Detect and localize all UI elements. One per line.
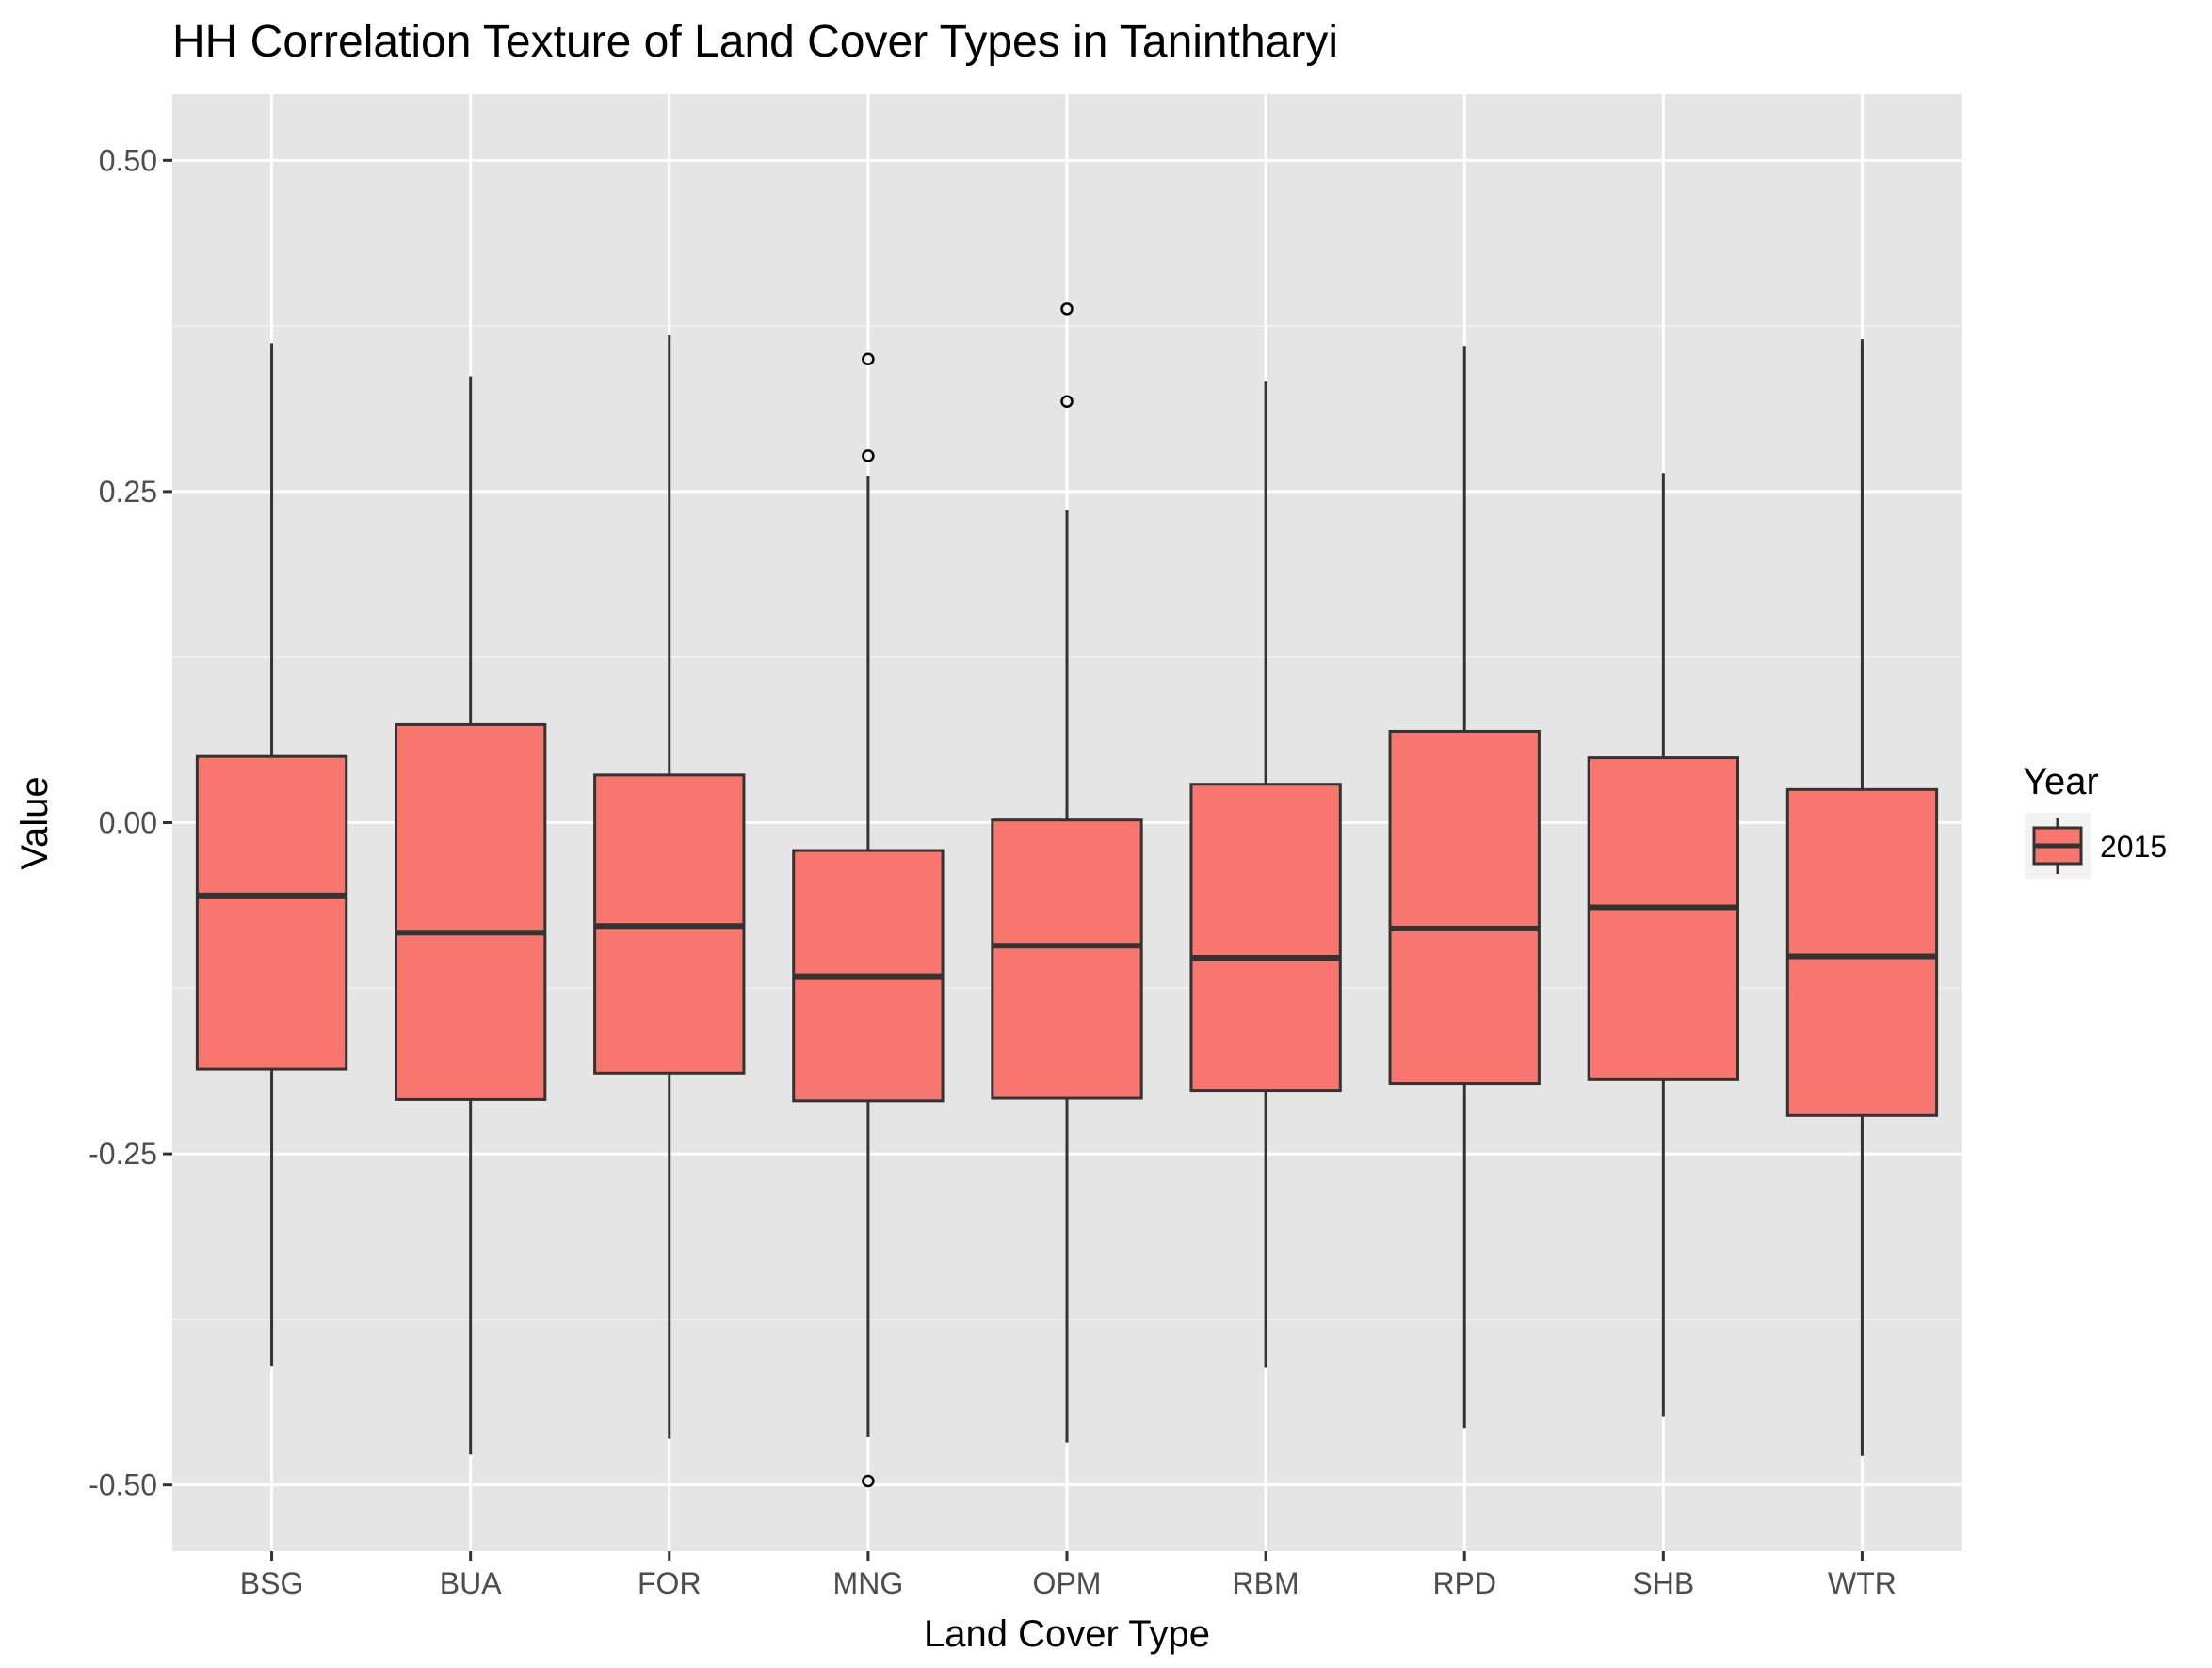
box-bua bbox=[395, 376, 547, 1455]
iqr-box bbox=[1785, 787, 1939, 1117]
x-axis: BSG BUA FOR MNG OPM RBM RPD SHB WTR bbox=[240, 1551, 1897, 1600]
box-shb bbox=[1587, 473, 1739, 1417]
x-tick-label: BSG bbox=[240, 1566, 304, 1600]
y-tick-label: -0.25 bbox=[89, 1137, 157, 1171]
box-wtr bbox=[1785, 339, 1939, 1456]
chart-title: HH Correlation Texture of Land Cover Typ… bbox=[172, 17, 1338, 67]
iqr-box bbox=[195, 754, 348, 1071]
iqr-box bbox=[1388, 729, 1541, 1086]
outlier-point bbox=[1060, 395, 1074, 409]
y-axis-title: Value bbox=[14, 776, 56, 869]
iqr-box bbox=[395, 722, 547, 1101]
box-mng bbox=[792, 352, 945, 1488]
outlier-point bbox=[862, 352, 875, 366]
x-tick-label: SHB bbox=[1632, 1566, 1694, 1600]
x-tick-label: FOR bbox=[638, 1566, 702, 1600]
y-axis: -0.50 -0.25 0.00 0.25 0.50 bbox=[89, 143, 172, 1502]
box-rbm bbox=[1189, 381, 1342, 1368]
iqr-box bbox=[1587, 756, 1739, 1081]
box-for bbox=[593, 334, 746, 1439]
outlier-point bbox=[862, 1474, 875, 1488]
x-axis-title: Land Cover Type bbox=[924, 1613, 1210, 1655]
legend: Year 2015 bbox=[2023, 761, 2167, 879]
y-tick-label: 0.00 bbox=[99, 806, 157, 840]
legend-label-2015: 2015 bbox=[2100, 830, 2167, 864]
iqr-box bbox=[1189, 783, 1342, 1093]
outlier-point bbox=[862, 449, 875, 462]
box-opm bbox=[991, 302, 1143, 1443]
legend-title: Year bbox=[2023, 761, 2099, 802]
x-tick-label: RBM bbox=[1233, 1566, 1300, 1600]
x-tick-label: MNG bbox=[833, 1566, 904, 1600]
x-tick-label: RPD bbox=[1432, 1566, 1496, 1600]
box-group bbox=[195, 302, 1939, 1488]
x-tick-label: BUA bbox=[440, 1566, 502, 1600]
x-tick-label: OPM bbox=[1033, 1566, 1102, 1600]
iqr-box bbox=[991, 818, 1143, 1100]
y-tick-label: -0.50 bbox=[89, 1468, 157, 1502]
y-tick-label: 0.50 bbox=[99, 143, 157, 177]
box-bsg bbox=[195, 343, 348, 1367]
y-tick-label: 0.25 bbox=[99, 475, 157, 509]
x-tick-label: WTR bbox=[1828, 1566, 1897, 1600]
box-rpd bbox=[1388, 346, 1541, 1429]
outlier-point bbox=[1060, 302, 1074, 316]
